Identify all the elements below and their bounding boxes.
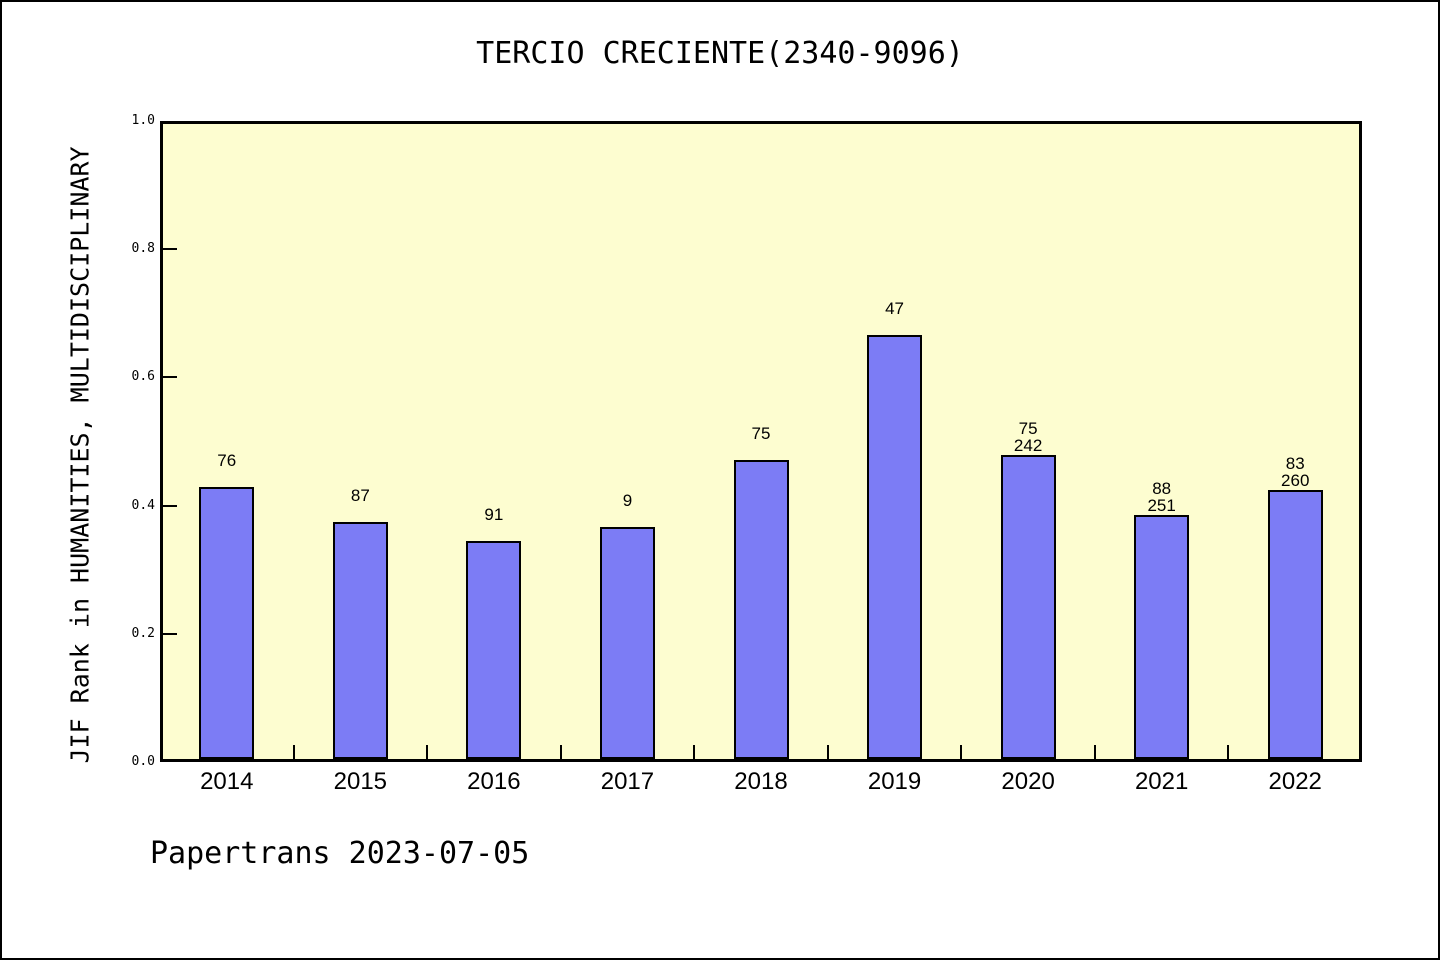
bar-2017 xyxy=(599,527,655,759)
footer-caption: Papertrans 2023-07-05 xyxy=(150,836,530,871)
x-tick-mark xyxy=(960,745,963,759)
x-tick-mark xyxy=(1227,745,1230,759)
x-tick-label-2014: 2014 xyxy=(200,768,254,795)
x-tick-label-2018: 2018 xyxy=(734,768,788,795)
x-tick-mark xyxy=(826,745,829,759)
y-tick-label: 0.0 xyxy=(131,754,155,769)
bar-2014 xyxy=(199,487,255,759)
bar-2018 xyxy=(733,460,789,759)
bar-label-2017: 9 xyxy=(622,491,633,510)
x-tick-mark xyxy=(1093,745,1096,759)
x-tick-mark xyxy=(559,745,562,759)
bar-label-2019: 47 xyxy=(885,299,904,318)
y-tick-mark xyxy=(163,504,177,507)
x-tick-label-2015: 2015 xyxy=(333,768,388,795)
bar-2021 xyxy=(1134,515,1190,759)
bar-label-2020: 75 242 xyxy=(1013,419,1043,455)
bar-2016 xyxy=(466,541,522,759)
bar-2022 xyxy=(1267,490,1323,759)
y-tick-label: 1.0 xyxy=(131,113,155,128)
x-tick-label-2019: 2019 xyxy=(867,768,922,795)
bar-label-2021: 88 251 xyxy=(1147,479,1176,515)
x-tick-mark xyxy=(693,745,696,759)
x-tick-label-2016: 2016 xyxy=(467,768,521,795)
y-axis-label: JIF Rank in HUMANITIES, MULTIDISCIPLINAR… xyxy=(65,146,95,764)
x-tick-label-2021: 2021 xyxy=(1134,768,1189,795)
bar-label-2022: 83 260 xyxy=(1281,454,1310,490)
x-tick-label-2022: 2022 xyxy=(1268,768,1322,795)
y-tick-label: 0.4 xyxy=(131,497,155,513)
y-tick-label: 0.2 xyxy=(131,625,155,641)
x-tick-mark xyxy=(292,745,295,759)
chart-title: TERCIO CRECIENTE(2340-9096) xyxy=(476,36,964,71)
y-tick-label: 0.6 xyxy=(131,369,155,385)
x-tick-label-2017: 2017 xyxy=(600,768,655,795)
bar-label-2014: 76 xyxy=(217,451,237,470)
y-tick-mark xyxy=(163,632,177,635)
bar-2020 xyxy=(1000,455,1056,759)
x-tick-label-2020: 2020 xyxy=(1001,768,1055,795)
x-tick-mark xyxy=(426,745,429,759)
y-tick-mark xyxy=(163,376,177,379)
y-tick-mark xyxy=(163,248,177,251)
bar-2019 xyxy=(867,335,923,759)
bar-label-2015: 87 xyxy=(350,486,370,505)
bar-2015 xyxy=(332,522,388,759)
bar-label-2016: 91 xyxy=(484,505,504,524)
bar-label-2018: 75 xyxy=(751,424,771,443)
y-tick-label: 0.8 xyxy=(131,241,155,257)
